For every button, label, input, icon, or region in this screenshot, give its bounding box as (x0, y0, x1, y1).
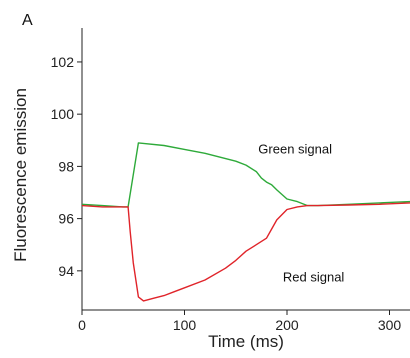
y-axis-title: Fluorescence emission (11, 88, 30, 262)
green-signal-annotation: Green signal (258, 141, 332, 156)
plot-frame (81, 28, 410, 311)
x-tick-label: 100 (173, 317, 197, 333)
y-tick-label: 100 (51, 106, 75, 122)
series-layer (81, 142, 410, 302)
y-tick-label: 96 (58, 211, 74, 227)
y-tick-label: 94 (58, 263, 74, 279)
x-tick-label: 300 (378, 317, 402, 333)
y-axis-ticks: 94 96 98 100 102 (51, 54, 82, 279)
panel-label: A (22, 12, 33, 29)
red-signal-annotation: Red signal (283, 269, 345, 284)
x-tick-label: 0 (78, 317, 86, 333)
x-axis-ticks: 0 100 200 300 (78, 310, 401, 333)
x-tick-label: 200 (275, 317, 299, 333)
x-axis-title: Time (ms) (208, 332, 284, 351)
green-signal-line (81, 142, 410, 208)
y-tick-label: 102 (51, 54, 75, 70)
red-signal-line (81, 202, 410, 302)
y-tick-label: 98 (58, 158, 74, 174)
